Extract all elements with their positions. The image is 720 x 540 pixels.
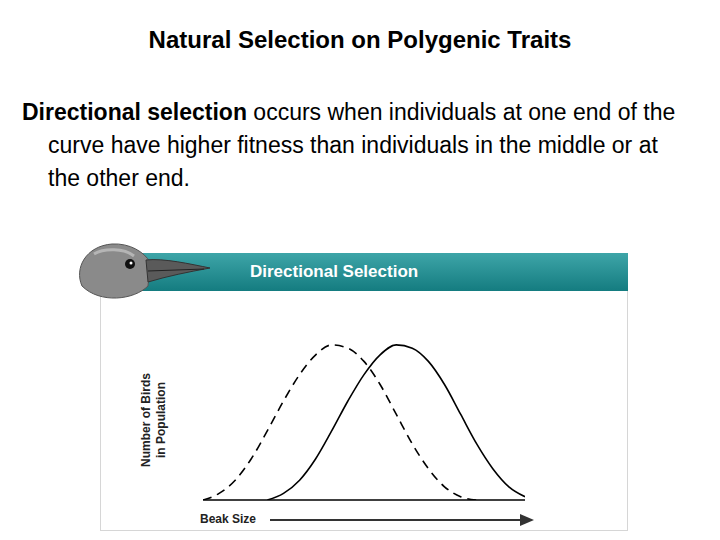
html-text:Natural Selection on Polygenic: Natural Selection on Polygenic Traits [148, 26, 572, 53]
html-text:Directional Selection: Directional Selection [250, 262, 419, 281]
html-text:Directional selection occurs w: Directional selection occurs when indivi… [22, 99, 676, 191]
html-text:Beak Size: Beak Size [200, 512, 256, 526]
svg-text:Number of Birdsin Population: Number of Birdsin Population [139, 373, 168, 467]
